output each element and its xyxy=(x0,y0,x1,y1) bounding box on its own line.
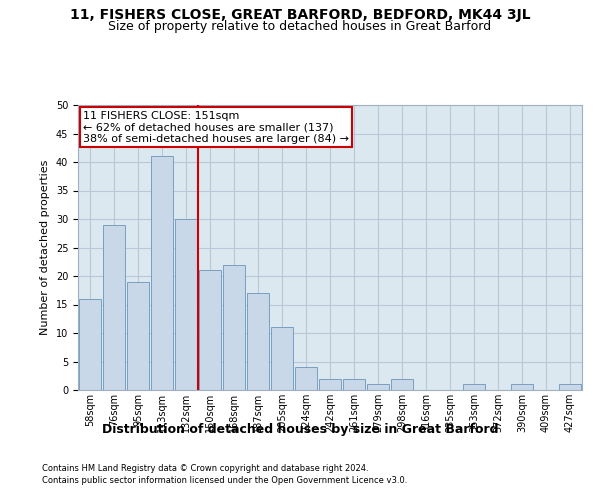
Text: Distribution of detached houses by size in Great Barford: Distribution of detached houses by size … xyxy=(102,422,498,436)
Bar xyxy=(463,384,485,390)
Bar xyxy=(151,156,173,390)
Bar xyxy=(247,293,269,390)
Bar xyxy=(343,378,365,390)
Bar xyxy=(367,384,389,390)
Bar xyxy=(103,224,125,390)
Bar xyxy=(127,282,149,390)
Bar xyxy=(271,328,293,390)
Text: Contains HM Land Registry data © Crown copyright and database right 2024.: Contains HM Land Registry data © Crown c… xyxy=(42,464,368,473)
Bar xyxy=(223,264,245,390)
Text: 11, FISHERS CLOSE, GREAT BARFORD, BEDFORD, MK44 3JL: 11, FISHERS CLOSE, GREAT BARFORD, BEDFOR… xyxy=(70,8,530,22)
Text: Size of property relative to detached houses in Great Barford: Size of property relative to detached ho… xyxy=(109,20,491,33)
Text: 11 FISHERS CLOSE: 151sqm
← 62% of detached houses are smaller (137)
38% of semi-: 11 FISHERS CLOSE: 151sqm ← 62% of detach… xyxy=(83,110,349,144)
Bar xyxy=(511,384,533,390)
Bar xyxy=(295,367,317,390)
Bar xyxy=(175,219,197,390)
Bar xyxy=(79,299,101,390)
Bar xyxy=(199,270,221,390)
Bar xyxy=(559,384,581,390)
Bar xyxy=(391,378,413,390)
Bar xyxy=(319,378,341,390)
Text: Contains public sector information licensed under the Open Government Licence v3: Contains public sector information licen… xyxy=(42,476,407,485)
Y-axis label: Number of detached properties: Number of detached properties xyxy=(40,160,50,335)
